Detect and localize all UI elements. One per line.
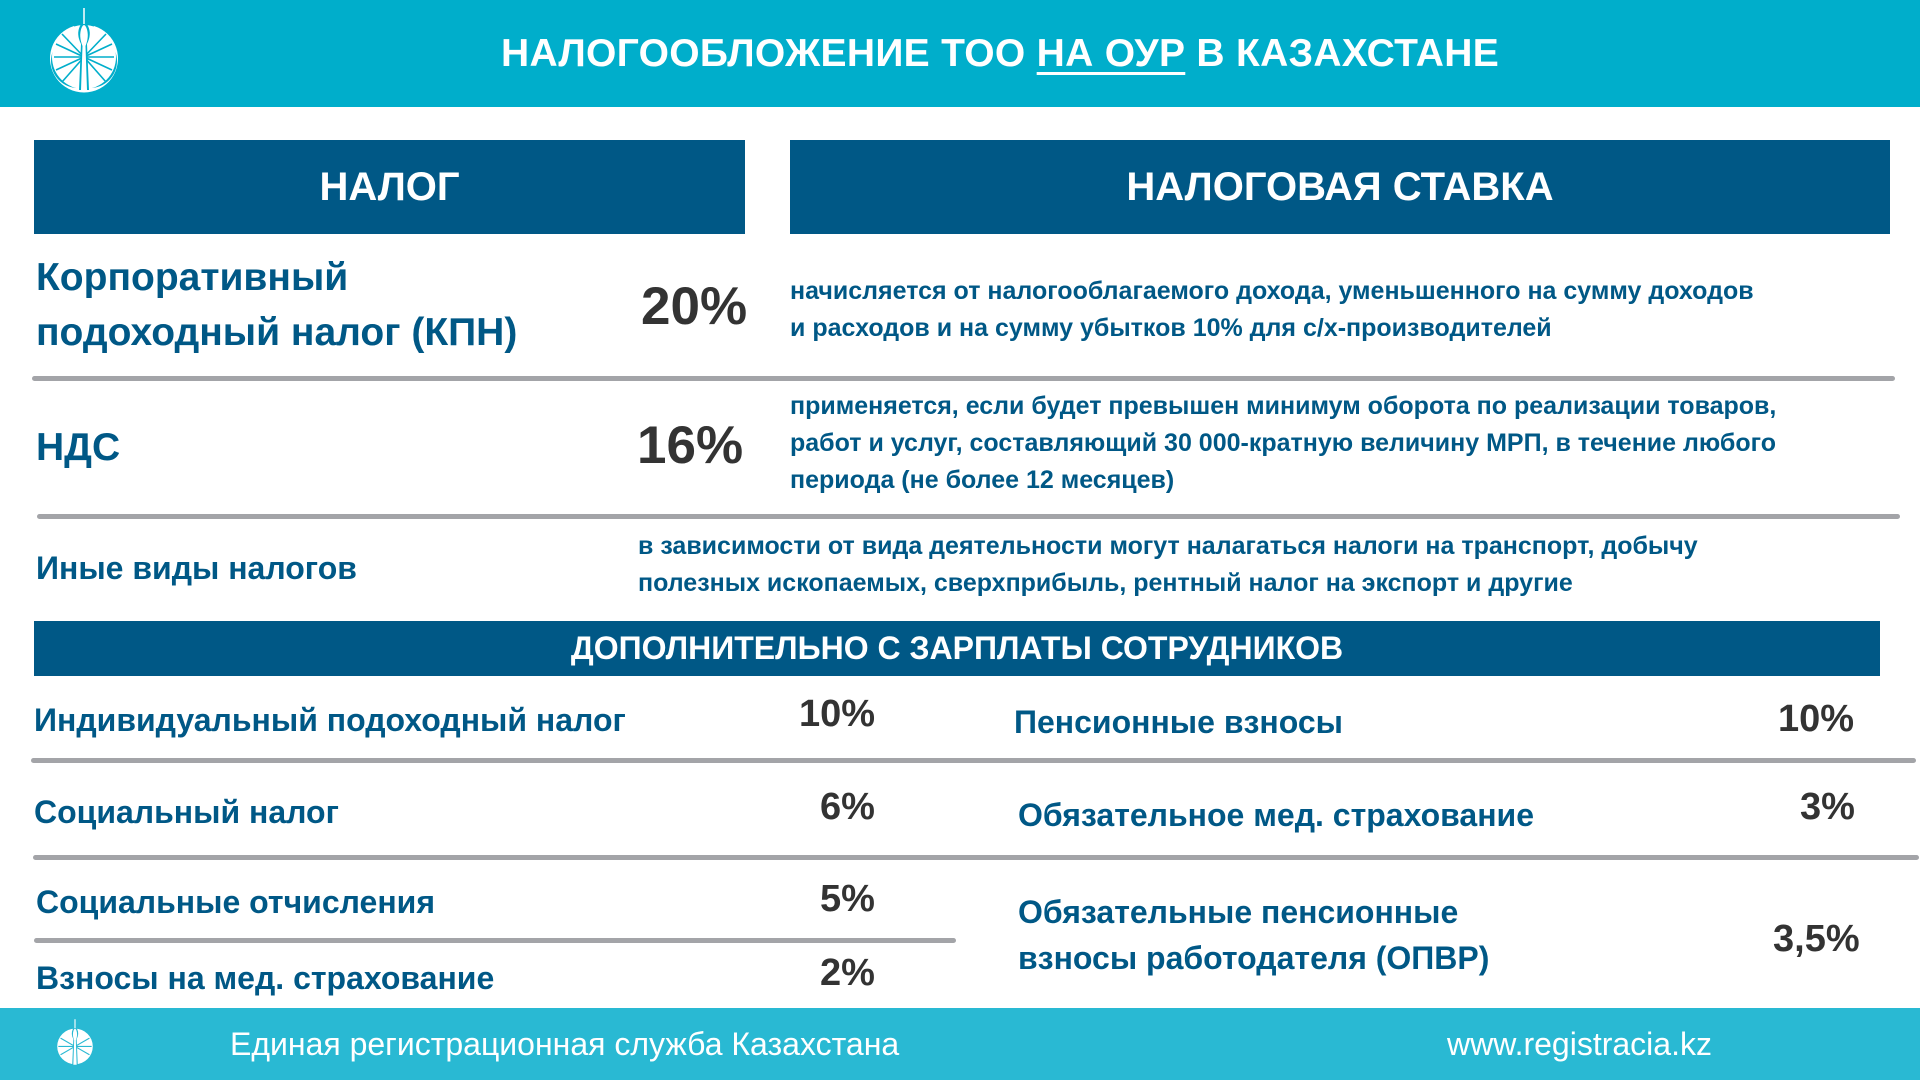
salary-item-med-insurance-rate: 2% [820,952,875,994]
baiterek-logo-icon [50,8,118,93]
footer-website-link[interactable]: www.registracia.kz [1447,1026,1712,1062]
description-other: в зависимости от вида деятельности могут… [638,528,1898,602]
title-underlined-part: НА ОУР [1036,32,1186,75]
column-header-rate: НАЛОГОВАЯ СТАВКА [790,140,1890,234]
description-line: полезных ископаемых, сверхприбыль, рентн… [638,569,1573,597]
salary-item-pension-label: Пенсионные взносы [1014,704,1343,740]
title-part: В КАЗАХСТАНЕ [1185,32,1500,75]
description-line: в зависимости от вида деятельности могут… [638,532,1698,560]
salary-item-mandatory-med-label: Обязательное мед. страхование [1018,797,1534,833]
salary-item-opvr-label: Обязательные пенсионные взносы работодат… [1018,889,1489,981]
salary-item-ipn-label: Индивидуальный подоходный налог [34,702,626,738]
row-divider [34,938,956,943]
salary-item-ipn-rate: 10% [799,693,876,735]
salary-item-social-contrib-rate: 5% [820,878,875,920]
row-divider [32,376,1895,381]
description-line: начисляется от налогооблагаемого дохода,… [790,277,1754,305]
row-divider [33,855,1919,860]
salary-item-pension-rate: 10% [1778,698,1855,740]
tax-name-kpn: Корпоративный подоходный налог (КПН) [36,250,517,360]
salary-item-social-tax-rate: 6% [820,786,875,828]
salary-item-social-tax-label: Социальный налог [34,794,339,830]
salary-item-social-contrib-label: Социальные отчисления [36,884,435,920]
salary-item-med-insurance-label: Взносы на мед. страхование [36,960,495,996]
label-line: взносы работодателя (ОПВР) [1018,940,1490,976]
row-divider [37,514,1900,519]
tax-name-nds: НДС [36,426,121,469]
footer-bar [0,1008,1920,1080]
description-line: и расходов и на сумму убытков 10% для с/… [790,314,1552,342]
description-line: применяется, если будет превышен минимум… [790,392,1777,420]
description-line: периода (не более 12 месяцев) [790,466,1175,494]
salary-section-header: ДОПОЛНИТЕЛЬНО С ЗАРПЛАТЫ СОТРУДНИКОВ [34,621,1880,676]
rate-nds: 16% [637,416,744,475]
tax-name-line: Корпоративный [36,256,349,299]
title-part: НАЛОГООБЛОЖЕНИЕ ТОО [500,32,1037,75]
description-line: работ и услуг, составляющий 30 000-кратн… [790,429,1776,457]
description-nds: применяется, если будет превышен минимум… [790,388,1920,499]
tax-name-line: подоходный налог (КПН) [36,311,518,354]
page-title: НАЛОГООБЛОЖЕНИЕ ТОО НА ОУР В КАЗАХСТАНЕ [0,0,1920,107]
salary-item-mandatory-med-rate: 3% [1800,786,1855,828]
baiterek-logo-small-icon [57,1019,93,1065]
row-divider [31,758,1916,763]
description-kpn: начисляется от налогооблагаемого дохода,… [790,273,1910,347]
rate-kpn: 20% [641,277,748,336]
column-header-tax: НАЛОГ [34,140,745,234]
footer-organization-name: Единая регистрационная служба Казахстана [230,1026,900,1062]
salary-item-opvr-rate: 3,5% [1773,918,1860,960]
top-banner [0,0,1920,107]
tax-name-other: Иные виды налогов [36,550,357,586]
label-line: Обязательные пенсионные [1018,894,1459,930]
